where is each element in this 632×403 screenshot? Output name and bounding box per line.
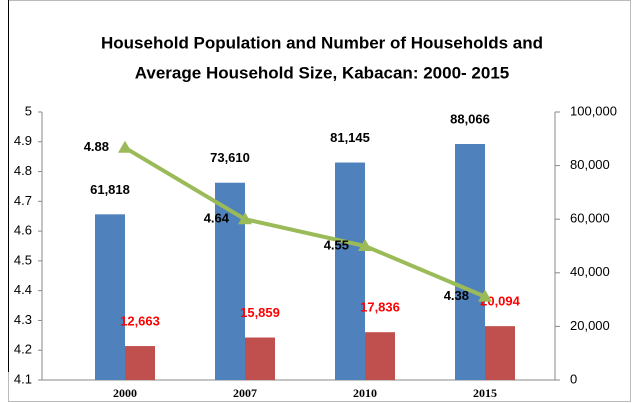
chart-title: Average Household Size, Kabacan: 2000- 2… [135,63,509,82]
line-marker [358,239,372,251]
line-marker [238,212,252,225]
data-label: 15,859 [240,305,280,320]
x-tick-label: 2015 [473,386,497,400]
data-label: 12,663 [120,314,160,329]
bar [335,162,365,380]
data-label: 4.88 [84,139,109,154]
bar [485,326,515,380]
data-label: 17,836 [360,300,400,315]
y2-tick-label: 40,000 [570,264,610,279]
y-tick-label: 4.1 [14,371,32,386]
bar [455,143,485,380]
y-tick-label: 4.3 [14,312,32,327]
data-label: 4.55 [324,237,349,252]
y2-tick-label: 100,000 [570,103,617,118]
bar [95,214,125,380]
y-tick-label: 4.2 [14,342,32,357]
y-tick-label: 4.9 [14,133,32,148]
x-tick-label: 2007 [233,386,257,400]
line-marker [118,140,132,153]
bar [125,346,155,380]
y-tick-label: 4.8 [14,163,32,178]
y-tick-label: 4.6 [14,223,32,238]
data-label: 4.64 [204,211,230,226]
y2-tick-label: 60,000 [570,211,610,226]
y2-tick-label: 0 [570,371,577,386]
line-marker [478,289,492,302]
data-label: 61,818 [90,182,130,197]
line [123,146,486,299]
data-label: 88,066 [450,111,490,126]
x-tick-label: 2010 [353,386,377,400]
data-label: 81,145 [330,130,370,145]
data-label: 20,094 [480,294,521,309]
y-tick-label: 5 [25,103,32,118]
y-tick-label: 4.5 [14,252,32,267]
y-tick-label: 4.7 [14,193,32,208]
bar [365,332,395,380]
data-label: 73,610 [210,150,250,165]
x-tick-label: 2000 [113,386,137,400]
bar [245,337,275,380]
y-tick-label: 4.4 [14,282,32,297]
y2-tick-label: 20,000 [570,318,610,333]
y2-tick-label: 80,000 [570,157,610,172]
chart-title: Household Population and Number of House… [101,33,543,52]
data-label: 4.38 [444,288,469,303]
